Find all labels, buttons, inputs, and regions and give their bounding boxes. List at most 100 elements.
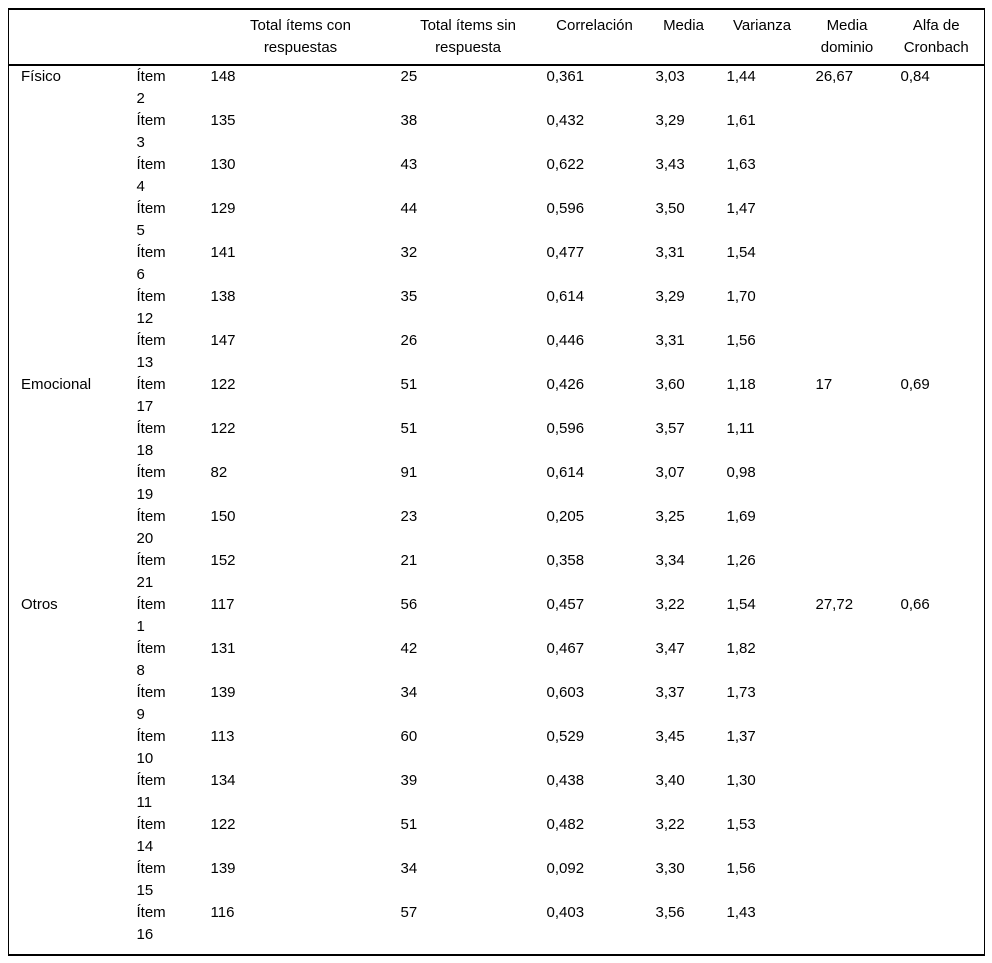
varianza-cell: 1,37 [726,728,756,745]
media-cell: 3,60 [655,376,685,393]
correlacion-cell: 0,529 [546,728,585,745]
item-word: Ítem [136,244,166,261]
varianza-cell: 1,54 [726,244,756,261]
item-number: 5 [136,222,145,239]
domain-cell: Emocional [21,376,92,393]
item-word: Ítem [136,640,166,657]
header-correlacion: Correlación [540,9,649,66]
media-cell: 3,22 [655,596,685,613]
total-con-respuestas-cell: 141 [210,244,236,261]
varianza-cell: 1,26 [726,552,756,569]
table-row: Ítem 19 82 91 0,614 3,07 0,98 [9,462,985,506]
varianza-cell: 1,53 [726,816,756,833]
item-cell: Ítem 9 [131,682,206,726]
varianza-cell: 1,54 [726,596,756,613]
media-dominio-cell [806,154,889,198]
correlacion-cell: 0,205 [546,508,585,525]
item-word: Ítem [136,728,166,745]
item-cell: Ítem 3 [131,110,206,154]
total-sin-respuesta-cell: 43 [400,156,418,173]
correlacion-cell: 0,432 [546,112,585,129]
alfa-cronbach-cell [889,682,985,726]
item-number: 20 [136,530,154,547]
domain-cell [9,110,131,154]
header-alfa-cronbach: Alfa de Cronbach [888,9,985,66]
domain-cell [9,814,131,858]
item-number: 12 [136,310,154,327]
table-row: Ítem 4 130 43 0,622 3,43 1,63 [9,154,985,198]
item-cell: Ítem 21 [131,550,206,594]
item-number: 21 [136,574,154,591]
domain-cell [9,726,131,770]
total-sin-respuesta-cell: 34 [400,684,418,701]
total-con-respuestas-cell: 150 [210,508,236,525]
item-word: Ítem [136,904,166,921]
total-sin-respuesta-cell: 51 [400,420,418,437]
domain-cell [9,550,131,594]
table-row: Ítem 9 139 34 0,603 3,37 1,73 [9,682,985,726]
table-row: Ítem 15 139 34 0,092 3,30 1,56 [9,858,985,902]
header-total-items-con-respuestas: Total ítems con respuestas [205,9,396,66]
item-number: 4 [136,178,145,195]
domain-cell [9,858,131,902]
media-dominio-cell [806,814,889,858]
domain-cell [9,902,131,955]
table-row: Ítem 6 141 32 0,477 3,31 1,54 [9,242,985,286]
total-con-respuestas-cell: 122 [210,816,236,833]
item-word: Ítem [136,596,166,613]
media-cell: 3,43 [655,156,685,173]
item-cell: Ítem 16 [131,902,206,955]
correlacion-cell: 0,092 [546,860,585,877]
varianza-cell: 1,56 [726,332,756,349]
domain-cell [9,242,131,286]
alfa-cronbach-cell [889,462,985,506]
item-word: Ítem [136,200,166,217]
domain-cell [9,198,131,242]
total-con-respuestas-cell: 82 [210,464,228,481]
alfa-cronbach-cell [889,198,985,242]
item-statistics-table: Total ítems con respuestas Total ítems s… [8,8,985,956]
correlacion-cell: 0,596 [546,200,585,217]
media-cell: 3,50 [655,200,685,217]
total-con-respuestas-cell: 139 [210,684,236,701]
media-cell: 3,22 [655,816,685,833]
total-con-respuestas-cell: 139 [210,860,236,877]
domain-cell [9,418,131,462]
media-cell: 3,56 [655,904,685,921]
item-number: 11 [136,794,153,811]
table-row: Ítem 20 150 23 0,205 3,25 1,69 [9,506,985,550]
media-dominio-cell [806,858,889,902]
table-row: Físico Ítem 2 148 25 0,361 3,03 1,44 26,67 0,84 [9,65,985,110]
item-cell: Ítem 2 [131,65,206,110]
table-row: Ítem 3 135 38 0,432 3,29 1,61 [9,110,985,154]
item-word: Ítem [136,156,166,173]
total-con-respuestas-cell: 147 [210,332,236,349]
alfa-cronbach-cell [889,418,985,462]
header-media: Media [648,9,719,66]
item-number: 18 [136,442,154,459]
varianza-cell: 1,69 [726,508,756,525]
header-varianza: Varianza [718,9,806,66]
table-row: Ítem 8 131 42 0,467 3,47 1,82 [9,638,985,682]
domain-cell [9,462,131,506]
item-number: 17 [136,398,154,415]
alfa-cronbach-cell [889,814,985,858]
media-dominio-cell [806,330,889,374]
item-cell: Ítem 4 [131,154,206,198]
total-sin-respuesta-cell: 39 [400,772,418,789]
item-word: Ítem [136,464,166,481]
correlacion-cell: 0,603 [546,684,585,701]
header-media-dominio: Media dominio [805,9,889,66]
media-cell: 3,31 [655,244,685,261]
total-sin-respuesta-cell: 56 [400,596,418,613]
media-dominio-cell [806,110,889,154]
item-word: Ítem [136,860,166,877]
table-row: Ítem 5 129 44 0,596 3,50 1,47 [9,198,985,242]
varianza-cell: 1,43 [726,904,756,921]
domain-cell [9,154,131,198]
correlacion-cell: 0,477 [546,244,585,261]
total-con-respuestas-cell: 113 [210,728,235,745]
header-total-items-sin-respuesta: Total ítems sin respuesta [395,9,541,66]
total-con-respuestas-cell: 138 [210,288,236,305]
item-number: 13 [136,354,154,371]
